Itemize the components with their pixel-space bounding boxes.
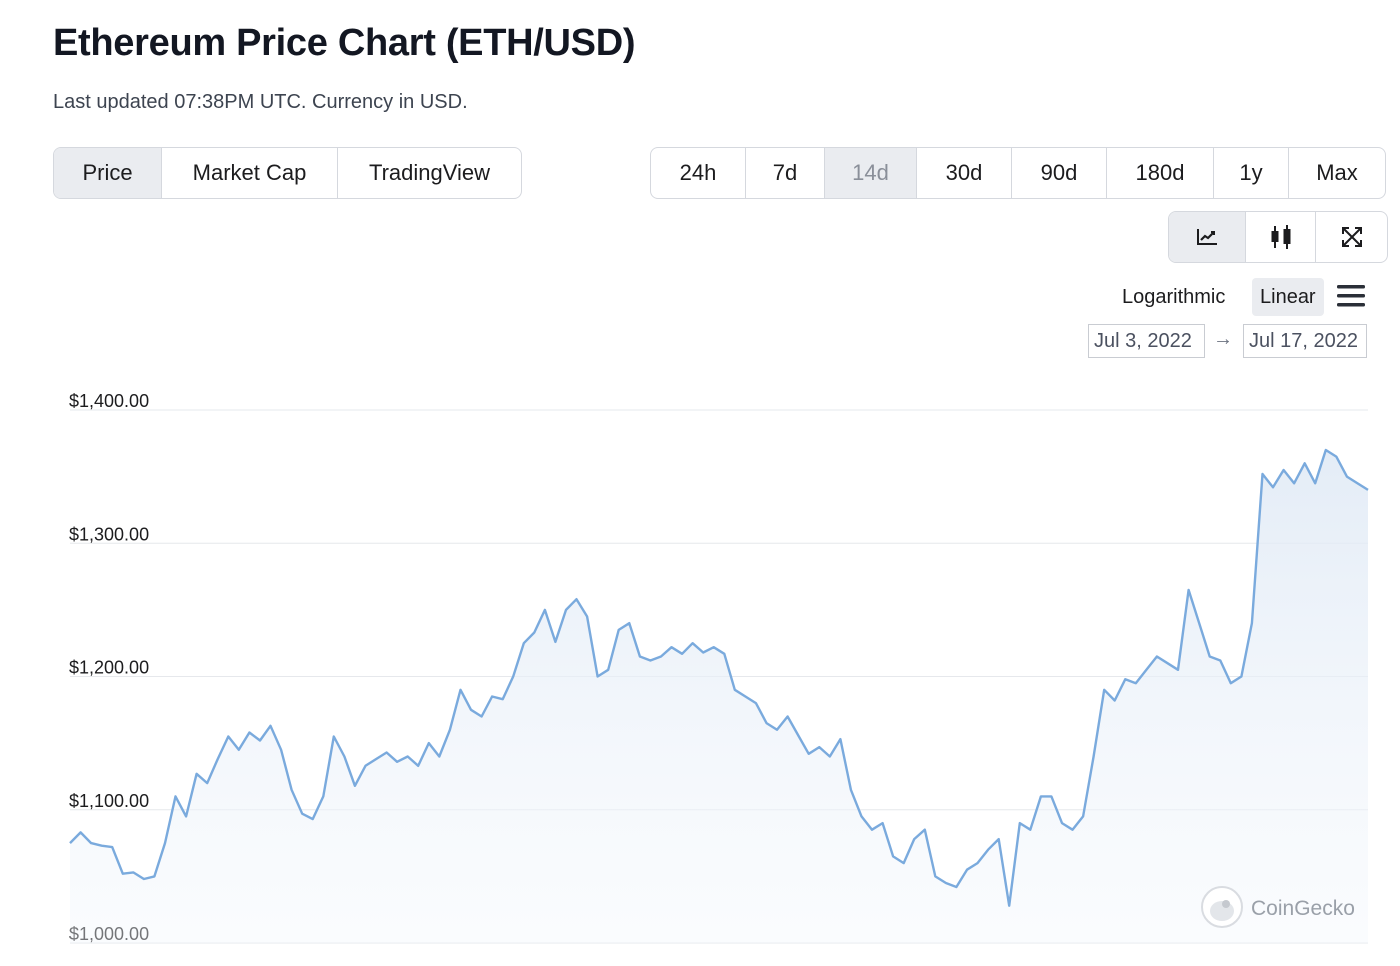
- tab-market-cap[interactable]: Market Cap: [161, 148, 337, 198]
- range-1y[interactable]: 1y: [1213, 148, 1288, 198]
- scale-logarithmic[interactable]: Logarithmic: [1122, 285, 1226, 308]
- date-to-input[interactable]: Jul 17, 2022: [1243, 324, 1367, 358]
- view-tabs: Price Market Cap TradingView: [53, 147, 522, 199]
- range-30d[interactable]: 30d: [916, 148, 1011, 198]
- candlestick-button[interactable]: [1245, 212, 1315, 262]
- watermark-text: CoinGecko: [1251, 897, 1355, 920]
- chart-type-buttons: [1168, 211, 1388, 263]
- y-tick-label: $1,200.00: [69, 658, 149, 678]
- coingecko-watermark: CoinGecko: [1201, 886, 1355, 928]
- y-tick-label: $1,100.00: [69, 791, 149, 811]
- range-max[interactable]: Max: [1288, 148, 1385, 198]
- y-tick-label: $1,300.00: [69, 524, 149, 544]
- y-tick-label: $1,400.00: [69, 391, 149, 411]
- range-180d[interactable]: 180d: [1106, 148, 1213, 198]
- page-title: Ethereum Price Chart (ETH/USD): [53, 22, 636, 64]
- tab-price[interactable]: Price: [54, 148, 161, 198]
- tab-tradingview[interactable]: TradingView: [337, 148, 521, 198]
- time-range-tabs: 24h 7d 14d 30d 90d 180d 1y Max: [650, 147, 1386, 199]
- fullscreen-button[interactable]: [1315, 212, 1387, 262]
- line-chart-icon: [1197, 229, 1217, 245]
- scale-linear[interactable]: Linear: [1252, 278, 1324, 316]
- last-updated-text: Last updated 07:38PM UTC. Currency in US…: [53, 91, 468, 113]
- price-line: [69, 448, 1369, 907]
- fullscreen-icon: [1341, 227, 1362, 247]
- range-14d[interactable]: 14d: [824, 148, 916, 198]
- range-24h[interactable]: 24h: [679, 160, 717, 185]
- date-from-input[interactable]: Jul 3, 2022: [1088, 324, 1205, 358]
- arrow-right-icon: →: [1213, 328, 1233, 350]
- menu-icon[interactable]: [1337, 283, 1365, 309]
- gecko-eye-shape: [1222, 900, 1230, 908]
- range-90d[interactable]: 90d: [1011, 148, 1106, 198]
- price-area: [70, 450, 1368, 943]
- candlestick-icon: [1271, 225, 1290, 249]
- line-chart-button[interactable]: [1169, 212, 1245, 262]
- range-7d[interactable]: 7d: [745, 148, 824, 198]
- price-chart: $1,400.00$1,300.00$1,200.00$1,100.00$1,0…: [69, 391, 1369, 944]
